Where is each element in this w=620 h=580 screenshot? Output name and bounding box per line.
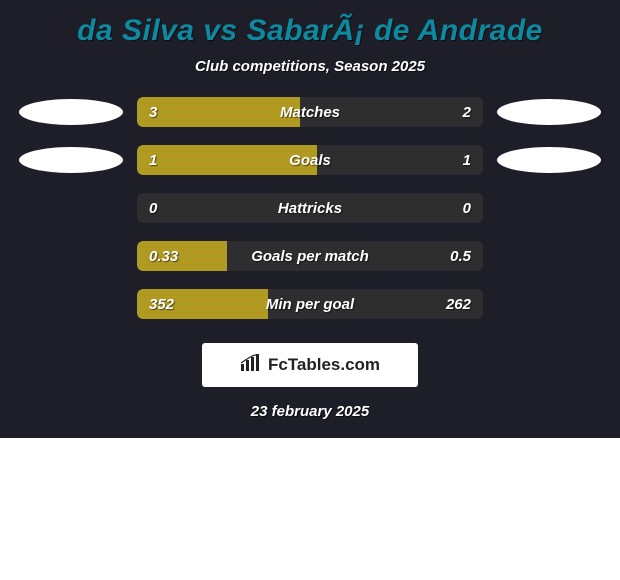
bar-chart-icon <box>240 354 262 377</box>
player-left-marker <box>19 99 123 125</box>
stat-bar: 0Hattricks0 <box>137 193 483 223</box>
stat-bar: 352Min per goal262 <box>137 289 483 319</box>
stat-label: Matches <box>137 97 483 127</box>
player-right-marker <box>497 99 601 125</box>
stat-bar: 3Matches2 <box>137 97 483 127</box>
date-text: 23 february 2025 <box>0 387 620 420</box>
stat-label: Min per goal <box>137 289 483 319</box>
stat-bar: 1Goals1 <box>137 145 483 175</box>
stat-row: 0Hattricks0 <box>0 193 620 223</box>
stat-row: 3Matches2 <box>0 97 620 127</box>
comparison-card: da Silva vs SabarÃ¡ de Andrade Club comp… <box>0 0 620 438</box>
page-subtitle: Club competitions, Season 2025 <box>0 52 620 97</box>
stat-right-value: 2 <box>463 97 471 127</box>
stat-label: Goals per match <box>137 241 483 271</box>
stat-bar: 0.33Goals per match0.5 <box>137 241 483 271</box>
stat-label: Hattricks <box>137 193 483 223</box>
stat-right-value: 0.5 <box>450 241 471 271</box>
stat-right-value: 262 <box>446 289 471 319</box>
stat-label: Goals <box>137 145 483 175</box>
stat-rows: 3Matches2 1Goals1 0Hattricks0 0.33Goals per… <box>0 97 620 319</box>
stat-right-value: 1 <box>463 145 471 175</box>
brand-text: FcTables.com <box>268 355 380 375</box>
brand-badge: FcTables.com <box>202 343 418 387</box>
stat-right-value: 0 <box>463 193 471 223</box>
stat-row: 0.33Goals per match0.5 <box>0 241 620 271</box>
player-left-marker <box>19 147 123 173</box>
page-title: da Silva vs SabarÃ¡ de Andrade <box>0 8 620 52</box>
stat-row: 352Min per goal262 <box>0 289 620 319</box>
player-right-marker <box>497 147 601 173</box>
stat-row: 1Goals1 <box>0 145 620 175</box>
